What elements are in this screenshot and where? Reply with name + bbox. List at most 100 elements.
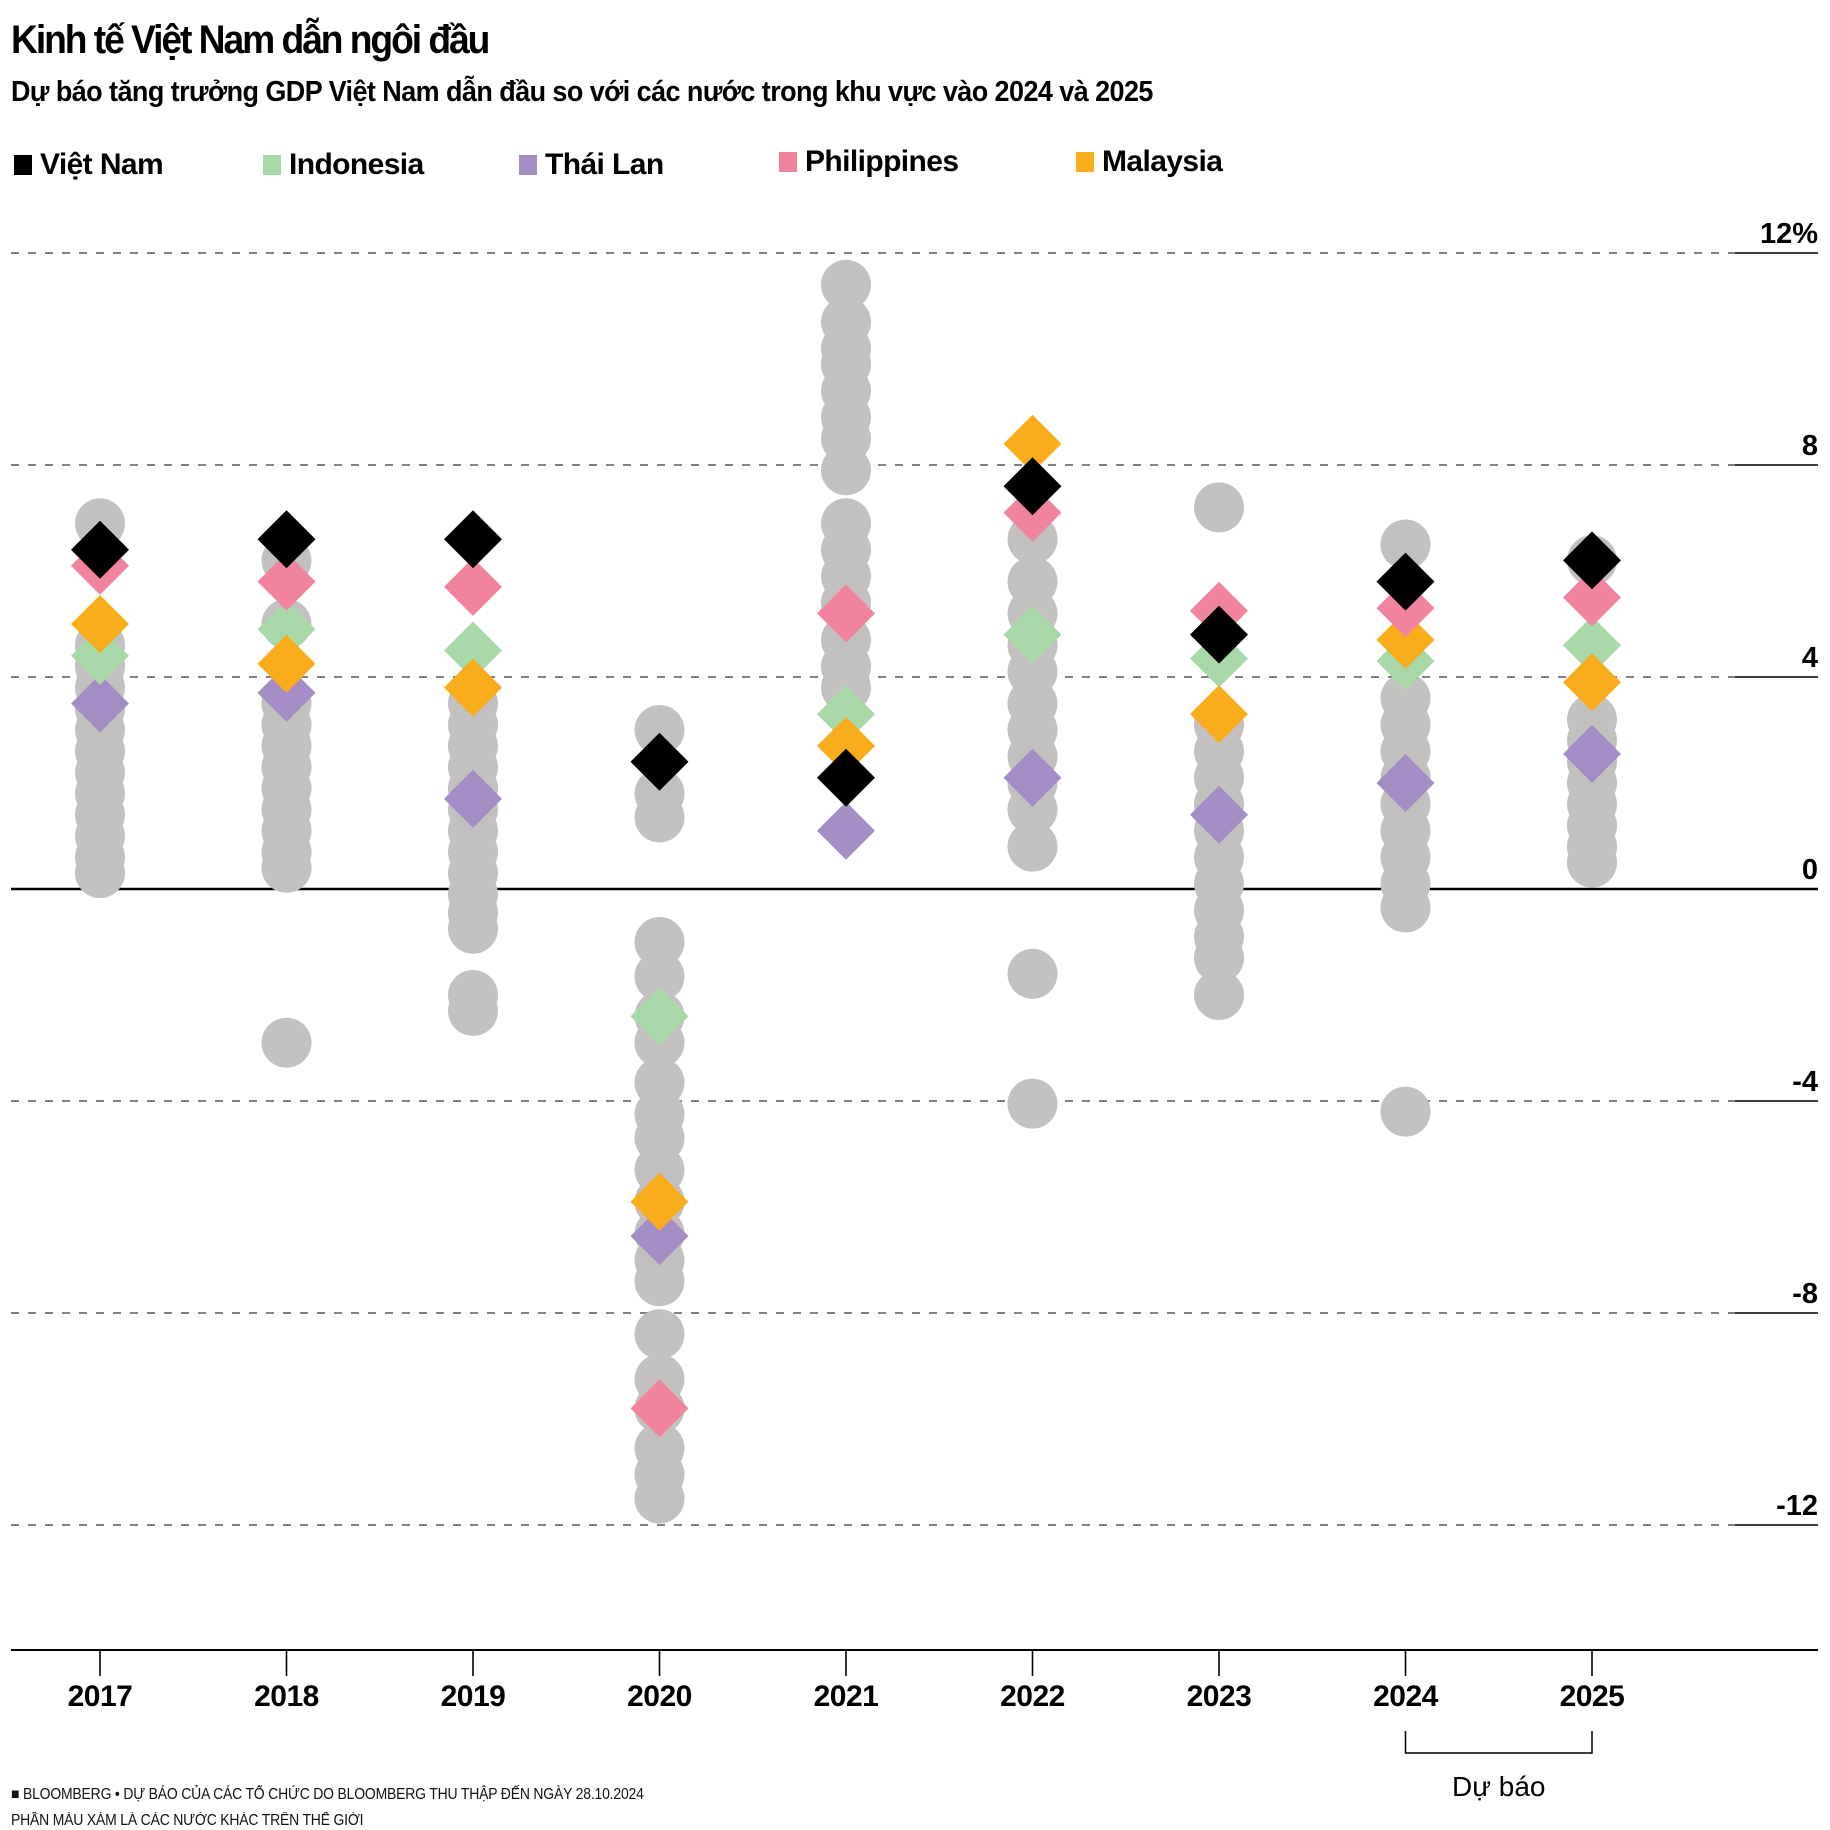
forecast-bracket-line (1404, 1731, 1593, 1754)
marker-indonesia (817, 685, 875, 744)
other-country-point (1380, 1086, 1431, 1137)
other-country-point (1007, 1078, 1058, 1129)
other-country-point (1380, 882, 1431, 933)
legend-item-malaysia: Malaysia (1076, 144, 1223, 180)
marker-thái-lan (257, 663, 316, 722)
x-tick-label: 2021 (814, 1680, 879, 1713)
marker-thái-lan (1003, 748, 1062, 807)
marker-philippines (257, 552, 316, 611)
x-tick-label: 2020 (627, 1680, 692, 1713)
gridlines (11, 252, 1818, 1526)
other-country-point (634, 1256, 685, 1307)
legend-label-malaysia: Malaysia (1102, 145, 1223, 178)
marker-indonesia (71, 626, 129, 685)
marker-việt-nam (1190, 605, 1248, 664)
legend-swatch-vietnam (14, 155, 32, 175)
other-countries-points (75, 259, 1617, 1524)
marker-việt-nam (817, 748, 875, 807)
other-country-point (634, 917, 685, 967)
chart-title: Kinh tế Việt Nam dẫn ngôi đầu (11, 18, 490, 62)
other-country-point (634, 951, 685, 1002)
legend-swatch-philippines (779, 152, 797, 172)
legend-label-philippines: Philippines (805, 145, 959, 178)
marker-philippines (630, 1379, 689, 1438)
other-country-point (1567, 837, 1617, 888)
marker-thái-lan (1376, 754, 1435, 812)
marker-thái-lan (71, 674, 129, 733)
other-country-point (448, 903, 498, 954)
other-country-point (634, 705, 685, 755)
marker-thái-lan (1190, 785, 1248, 844)
y-tick-label: -12 (1776, 1490, 1818, 1522)
y-tick-label: 0 (1802, 854, 1818, 886)
forecast-label: Dự báo (1452, 1771, 1545, 1802)
other-country-point (75, 848, 125, 899)
y-tick-label: 4 (1802, 642, 1818, 674)
marker-malaysia (630, 1172, 689, 1231)
marker-philippines (1563, 568, 1621, 627)
marker-việt-nam (630, 732, 689, 791)
x-tick-label: 2022 (1000, 1680, 1065, 1713)
other-country-point (634, 1473, 685, 1524)
other-country-point (1007, 821, 1058, 872)
marker-việt-nam (444, 510, 502, 569)
y-tick-label: 8 (1802, 430, 1818, 462)
marker-việt-nam (1003, 457, 1062, 516)
marker-thái-lan (817, 801, 875, 860)
x-tick-label: 2025 (1560, 1680, 1625, 1713)
marker-indonesia (1003, 605, 1062, 664)
marker-malaysia (1376, 610, 1435, 669)
other-country-point (634, 792, 685, 843)
y-tick-label: 12% (1760, 218, 1818, 250)
marker-việt-nam (1563, 531, 1621, 590)
x-tick-label: 2017 (68, 1680, 133, 1713)
legend-swatch-indonesia (263, 155, 281, 175)
other-country-point (261, 1017, 312, 1068)
x-tick-label: 2023 (1187, 1680, 1252, 1713)
marker-philippines (444, 557, 502, 616)
marker-việt-nam (71, 520, 129, 579)
footer-note: PHẦN MÀU XÁM LÀ CÁC NƯỚC KHÁC TRÊN THẾ G… (11, 1812, 364, 1829)
legend-item-philippines: Philippines (779, 144, 959, 180)
x-tick-label: 2024 (1373, 1680, 1439, 1713)
legend-label-indonesia: Indonesia (289, 148, 424, 181)
marker-malaysia (817, 716, 875, 775)
x-tick-label: 2019 (441, 1680, 506, 1713)
legend-item-vietnam: Việt Nam (14, 147, 164, 183)
legend-swatch-malaysia (1076, 152, 1094, 172)
marker-indonesia (630, 987, 689, 1046)
forecast-bracket: Dự báo (1404, 1731, 1593, 1802)
marker-indonesia (257, 600, 316, 659)
other-country-point (821, 259, 871, 310)
marker-malaysia (444, 658, 502, 717)
marker-thái-lan (630, 1207, 689, 1266)
legend-label-thailand: Thái Lan (545, 148, 664, 181)
marker-philippines (817, 584, 875, 643)
marker-việt-nam (1376, 552, 1435, 611)
x-axis: 2017 2018 2019 2020 2021 2022 2023 2024 2025 (11, 1649, 1818, 1713)
marker-indonesia (444, 621, 502, 680)
other-country-point (1194, 932, 1244, 983)
other-country-point (821, 445, 871, 496)
country-markers (71, 414, 1621, 1438)
marker-thái-lan (444, 769, 502, 828)
other-country-point (634, 1309, 685, 1360)
other-country-point (1194, 482, 1244, 533)
other-country-point (1007, 948, 1058, 999)
footer-source: ■ BLOOMBERG • DỰ BÁO CỦA CÁC TỔ CHỨC DO … (11, 1786, 644, 1803)
other-country-point (1380, 519, 1431, 570)
marker-việt-nam (257, 510, 316, 569)
other-country-point (1007, 784, 1058, 835)
marker-indonesia (1563, 616, 1621, 675)
legend-item-indonesia: Indonesia (263, 147, 424, 183)
y-tick-label: -8 (1792, 1278, 1818, 1310)
marker-malaysia (1563, 653, 1621, 712)
other-country-point (448, 985, 498, 1036)
marker-malaysia (1190, 685, 1248, 744)
y-axis-labels: 12% 8 4 0 -4 -8 -12 (1760, 218, 1818, 1522)
legend-item-thailand: Thái Lan (519, 147, 664, 183)
marker-malaysia (1003, 414, 1062, 473)
other-country-point (1194, 970, 1244, 1020)
y-tick-label: -4 (1792, 1066, 1818, 1098)
